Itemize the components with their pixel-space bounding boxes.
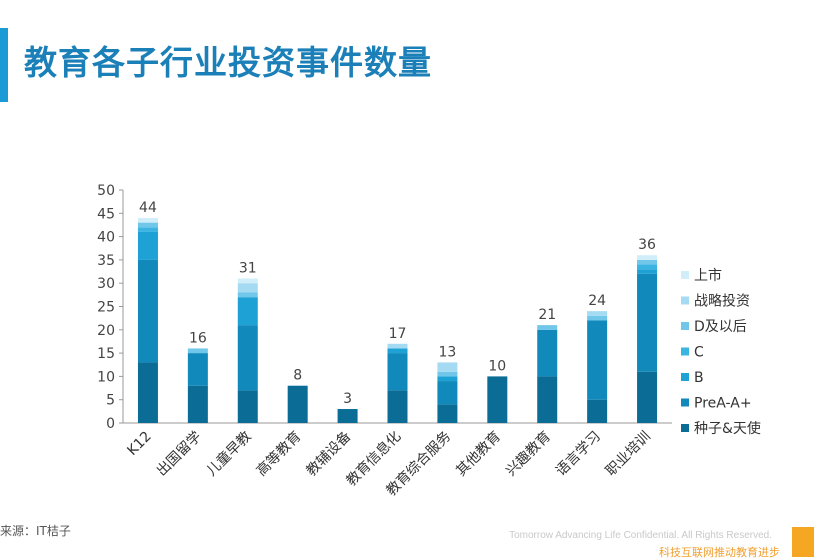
legend-label: 上市 — [694, 267, 722, 284]
legend-label: PreA-A+ — [694, 396, 752, 412]
bar-total-label: 44 — [139, 200, 157, 216]
x-category-label: K12 — [124, 429, 154, 459]
legend-swatch — [681, 347, 689, 356]
bar-segment — [587, 311, 608, 316]
bar-segment — [387, 348, 408, 354]
bar-segment — [137, 227, 158, 232]
bar-segment — [537, 376, 558, 423]
bar-segment — [587, 399, 608, 423]
bar-total-label: 31 — [239, 261, 257, 277]
bar-segment — [337, 409, 358, 423]
footer-confidential: Tomorrow Advancing Life Confidential. Al… — [509, 530, 772, 541]
legend-label: 种子&天使 — [694, 420, 761, 437]
bar-segment — [137, 231, 158, 260]
x-category-label: 出国留学 — [154, 429, 205, 480]
bar-segment — [137, 217, 158, 223]
bar-total-label: 8 — [293, 368, 302, 384]
bar-total-label: 10 — [488, 358, 506, 374]
chart-bars — [137, 217, 658, 423]
y-tick-label: 30 — [97, 276, 115, 292]
chart-axes: 0 5 10 15 20 25 30 35 40 45 50 — [97, 183, 672, 432]
bar-segment — [437, 381, 458, 405]
bar-segment — [637, 371, 658, 423]
bar-segment — [437, 376, 458, 382]
bar-total-label: 36 — [638, 237, 656, 253]
legend-swatch — [681, 373, 689, 381]
bar-total-label: 21 — [538, 307, 556, 323]
legend-label: B — [694, 370, 704, 386]
legend-label: 战略投资 — [694, 294, 750, 310]
bar-segment — [537, 325, 558, 330]
bar-segment — [237, 283, 258, 293]
bar-segment — [437, 404, 458, 423]
bar-total-label: 17 — [389, 326, 407, 342]
x-category-label: 其他教育 — [453, 429, 504, 480]
legend-swatch — [681, 424, 689, 432]
y-tick-label: 40 — [97, 230, 115, 246]
y-tick-label: 5 — [106, 393, 115, 409]
bar-segment — [537, 329, 558, 377]
bar-total-label: 24 — [588, 293, 606, 309]
x-category-label: 兴趣教育 — [503, 429, 554, 480]
y-tick-label: 50 — [97, 183, 115, 199]
x-category-label: 职业培训 — [603, 429, 654, 480]
bar-segment — [137, 222, 158, 228]
legend-swatch — [681, 322, 689, 330]
y-tick-label: 10 — [97, 369, 115, 385]
y-tick-label: 45 — [97, 206, 115, 222]
legend-label: C — [694, 345, 704, 361]
bar-total-label: 13 — [438, 344, 456, 360]
bar-segment — [137, 259, 158, 363]
bar-segment — [237, 297, 258, 326]
bar-segment — [187, 353, 208, 386]
brand-logo-icon — [792, 527, 814, 557]
y-tick-label: 25 — [97, 300, 115, 316]
bar-segment — [187, 348, 208, 354]
bar-segment — [387, 390, 408, 423]
bar-segment — [237, 292, 258, 298]
bar-segment — [237, 390, 258, 423]
bar-segment — [237, 325, 258, 391]
title-accent-bar — [0, 28, 8, 102]
bar-segment — [387, 343, 408, 349]
bar-segment — [637, 269, 658, 274]
bar-segment — [637, 264, 658, 270]
bar-total-label: 3 — [343, 391, 352, 407]
y-tick-label: 0 — [106, 416, 115, 432]
bar-segment — [387, 353, 408, 391]
bar-segment — [237, 278, 258, 284]
legend-swatch — [681, 398, 689, 407]
x-category-label: 教辅设备 — [303, 428, 355, 480]
bar-segment — [187, 385, 208, 423]
bar-segment — [137, 362, 158, 423]
bar-segment — [637, 273, 658, 372]
slide-title: 教育各子行业投资事件数量 — [24, 43, 432, 82]
bar-segment — [637, 255, 658, 260]
x-category-label: 高等教育 — [253, 428, 305, 480]
bar-segment — [437, 371, 458, 377]
y-tick-label: 35 — [97, 253, 115, 269]
bar-segment — [637, 259, 658, 265]
bar-segment — [587, 320, 608, 400]
x-category-label: 儿童早教 — [203, 428, 255, 480]
bar-segment — [287, 385, 308, 423]
legend-swatch — [681, 296, 689, 305]
legend-swatch — [681, 271, 689, 279]
bar-segment — [587, 315, 608, 321]
legend-label: D及以后 — [694, 319, 747, 335]
source-note: 来源：IT桔子 — [0, 524, 71, 538]
y-tick-label: 15 — [97, 346, 115, 362]
bar-total-label: 16 — [189, 330, 207, 346]
x-category-label: 语言学习 — [553, 429, 604, 480]
footer-slogan: 科技互联网推动教育进步 — [659, 546, 780, 559]
bar-segment — [487, 376, 508, 423]
y-tick-label: 20 — [97, 323, 115, 339]
bar-segment — [437, 362, 458, 372]
